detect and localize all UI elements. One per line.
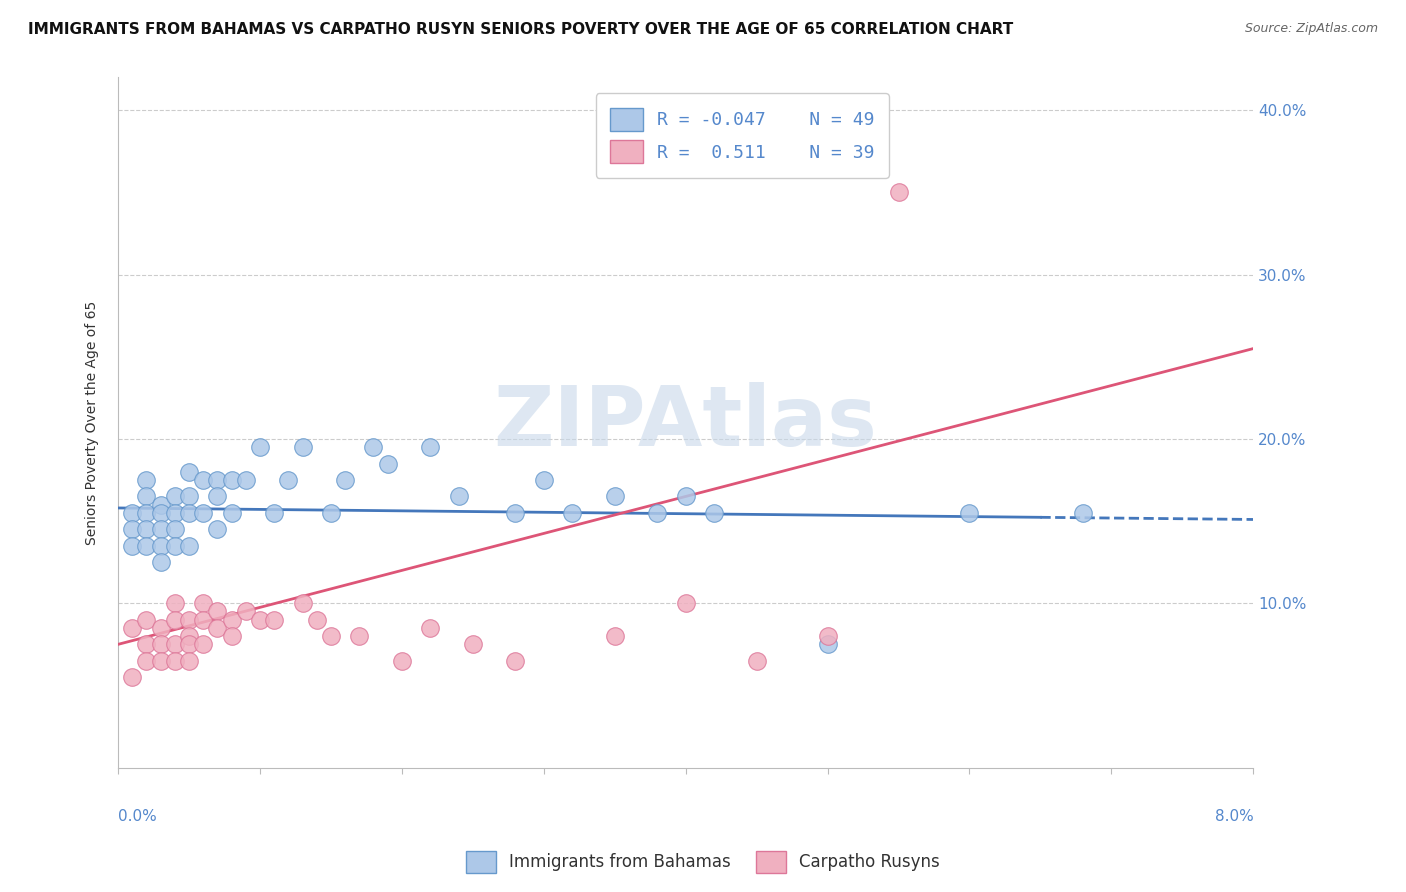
Point: [1071, 506, 1094, 520]
Y-axis label: Seniors Poverty Over the Age of 65: Seniors Poverty Over the Age of 65: [86, 301, 100, 545]
Point: [221, 506, 243, 520]
Point: [645, 506, 668, 520]
Point: [121, 506, 143, 520]
Point: [235, 605, 257, 619]
Point: [447, 490, 470, 504]
Point: [135, 539, 157, 553]
Point: [391, 654, 413, 668]
Text: Source: ZipAtlas.com: Source: ZipAtlas.com: [1244, 22, 1378, 36]
Point: [959, 506, 981, 520]
Point: [193, 506, 215, 520]
Point: [419, 621, 441, 635]
Point: [177, 613, 200, 627]
Point: [177, 465, 200, 479]
Point: [745, 654, 768, 668]
Point: [177, 506, 200, 520]
Point: [461, 637, 484, 651]
Point: [505, 506, 527, 520]
Point: [277, 473, 299, 487]
Point: [163, 522, 186, 536]
Point: [221, 629, 243, 643]
Point: [163, 613, 186, 627]
Point: [319, 629, 342, 643]
Point: [177, 539, 200, 553]
Point: [193, 596, 215, 610]
Point: [149, 498, 172, 512]
Point: [377, 457, 399, 471]
Point: [221, 473, 243, 487]
Point: [249, 613, 271, 627]
Point: [177, 654, 200, 668]
Point: [163, 654, 186, 668]
Point: [235, 473, 257, 487]
Point: [291, 440, 314, 454]
Text: ZIPAtlas: ZIPAtlas: [494, 382, 877, 463]
Point: [163, 596, 186, 610]
Point: [135, 473, 157, 487]
Point: [263, 613, 285, 627]
Point: [177, 629, 200, 643]
Point: [887, 186, 910, 200]
Point: [263, 506, 285, 520]
Text: IMMIGRANTS FROM BAHAMAS VS CARPATHO RUSYN SENIORS POVERTY OVER THE AGE OF 65 COR: IMMIGRANTS FROM BAHAMAS VS CARPATHO RUSY…: [28, 22, 1014, 37]
Point: [163, 637, 186, 651]
Point: [319, 506, 342, 520]
Point: [349, 629, 371, 643]
Point: [149, 522, 172, 536]
Point: [207, 605, 229, 619]
Text: 8.0%: 8.0%: [1215, 809, 1253, 823]
Point: [163, 506, 186, 520]
Point: [207, 621, 229, 635]
Point: [817, 629, 839, 643]
Point: [149, 506, 172, 520]
Point: [193, 637, 215, 651]
Point: [121, 522, 143, 536]
Point: [163, 490, 186, 504]
Point: [603, 629, 626, 643]
Point: [149, 637, 172, 651]
Point: [249, 440, 271, 454]
Point: [149, 555, 172, 569]
Point: [561, 506, 583, 520]
Point: [703, 506, 725, 520]
Point: [177, 490, 200, 504]
Point: [817, 637, 839, 651]
Point: [675, 490, 697, 504]
Point: [333, 473, 356, 487]
Point: [505, 654, 527, 668]
Legend: R = -0.047    N = 49, R =  0.511    N = 39: R = -0.047 N = 49, R = 0.511 N = 39: [596, 94, 889, 178]
Point: [135, 613, 157, 627]
Point: [135, 490, 157, 504]
Point: [207, 490, 229, 504]
Point: [363, 440, 385, 454]
Point: [149, 621, 172, 635]
Point: [121, 621, 143, 635]
Point: [135, 506, 157, 520]
Point: [135, 637, 157, 651]
Point: [163, 539, 186, 553]
Point: [291, 596, 314, 610]
Point: [419, 440, 441, 454]
Point: [177, 637, 200, 651]
Legend: Immigrants from Bahamas, Carpatho Rusyns: Immigrants from Bahamas, Carpatho Rusyns: [460, 845, 946, 880]
Point: [533, 473, 555, 487]
Point: [675, 596, 697, 610]
Point: [305, 613, 328, 627]
Point: [121, 670, 143, 684]
Point: [135, 522, 157, 536]
Point: [193, 613, 215, 627]
Point: [135, 654, 157, 668]
Point: [149, 654, 172, 668]
Text: 0.0%: 0.0%: [118, 809, 157, 823]
Point: [121, 539, 143, 553]
Point: [207, 473, 229, 487]
Point: [193, 473, 215, 487]
Point: [207, 522, 229, 536]
Point: [221, 613, 243, 627]
Point: [149, 539, 172, 553]
Point: [603, 490, 626, 504]
